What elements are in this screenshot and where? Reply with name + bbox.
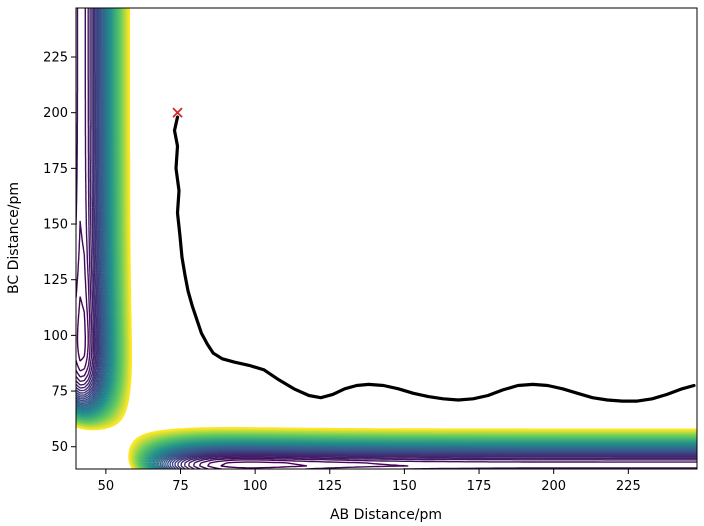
x-tick-label: 50 [98,479,115,494]
contour-level [76,8,697,469]
x-tick-label: 100 [243,479,268,494]
start-marker-stroke [172,107,183,118]
y-tick-label: 150 [43,218,68,233]
contour-level [76,8,697,469]
y-tick-label: 50 [51,440,68,455]
y-tick-label: 225 [43,50,68,65]
x-axis-label: AB Distance/pm [330,507,442,523]
contour-level [76,8,697,469]
x-tick-label: 225 [616,479,641,494]
x-axis-ticks: 50 75 100 125 150 175 200 225 [98,469,641,494]
start-marker [172,107,183,118]
contour-level [76,296,308,469]
x-tick-label: 75 [172,479,189,494]
y-axis-ticks: 50 75 100 125 150 175 200 225 [43,50,76,455]
y-tick-label: 175 [43,162,68,177]
y-axis-label: BC Distance/pm [6,182,22,294]
trajectory-line [172,115,696,403]
x-tick-label: 200 [541,479,566,494]
contour-level [76,8,697,469]
x-tick-label: 150 [392,479,417,494]
y-tick-label: 100 [43,329,68,344]
x-tick-label: 175 [467,479,492,494]
contour-level [76,8,697,469]
y-tick-label: 200 [43,106,68,121]
y-tick-label: 75 [51,385,68,400]
contour-lines [76,8,697,469]
y-tick-label: 125 [43,273,68,288]
contour-level [76,8,697,469]
contour-level [76,8,697,469]
x-tick-label: 125 [317,479,342,494]
plot-frame [75,7,698,470]
contour-level [76,8,697,469]
contour-level [76,8,697,469]
contour-level [76,8,697,469]
